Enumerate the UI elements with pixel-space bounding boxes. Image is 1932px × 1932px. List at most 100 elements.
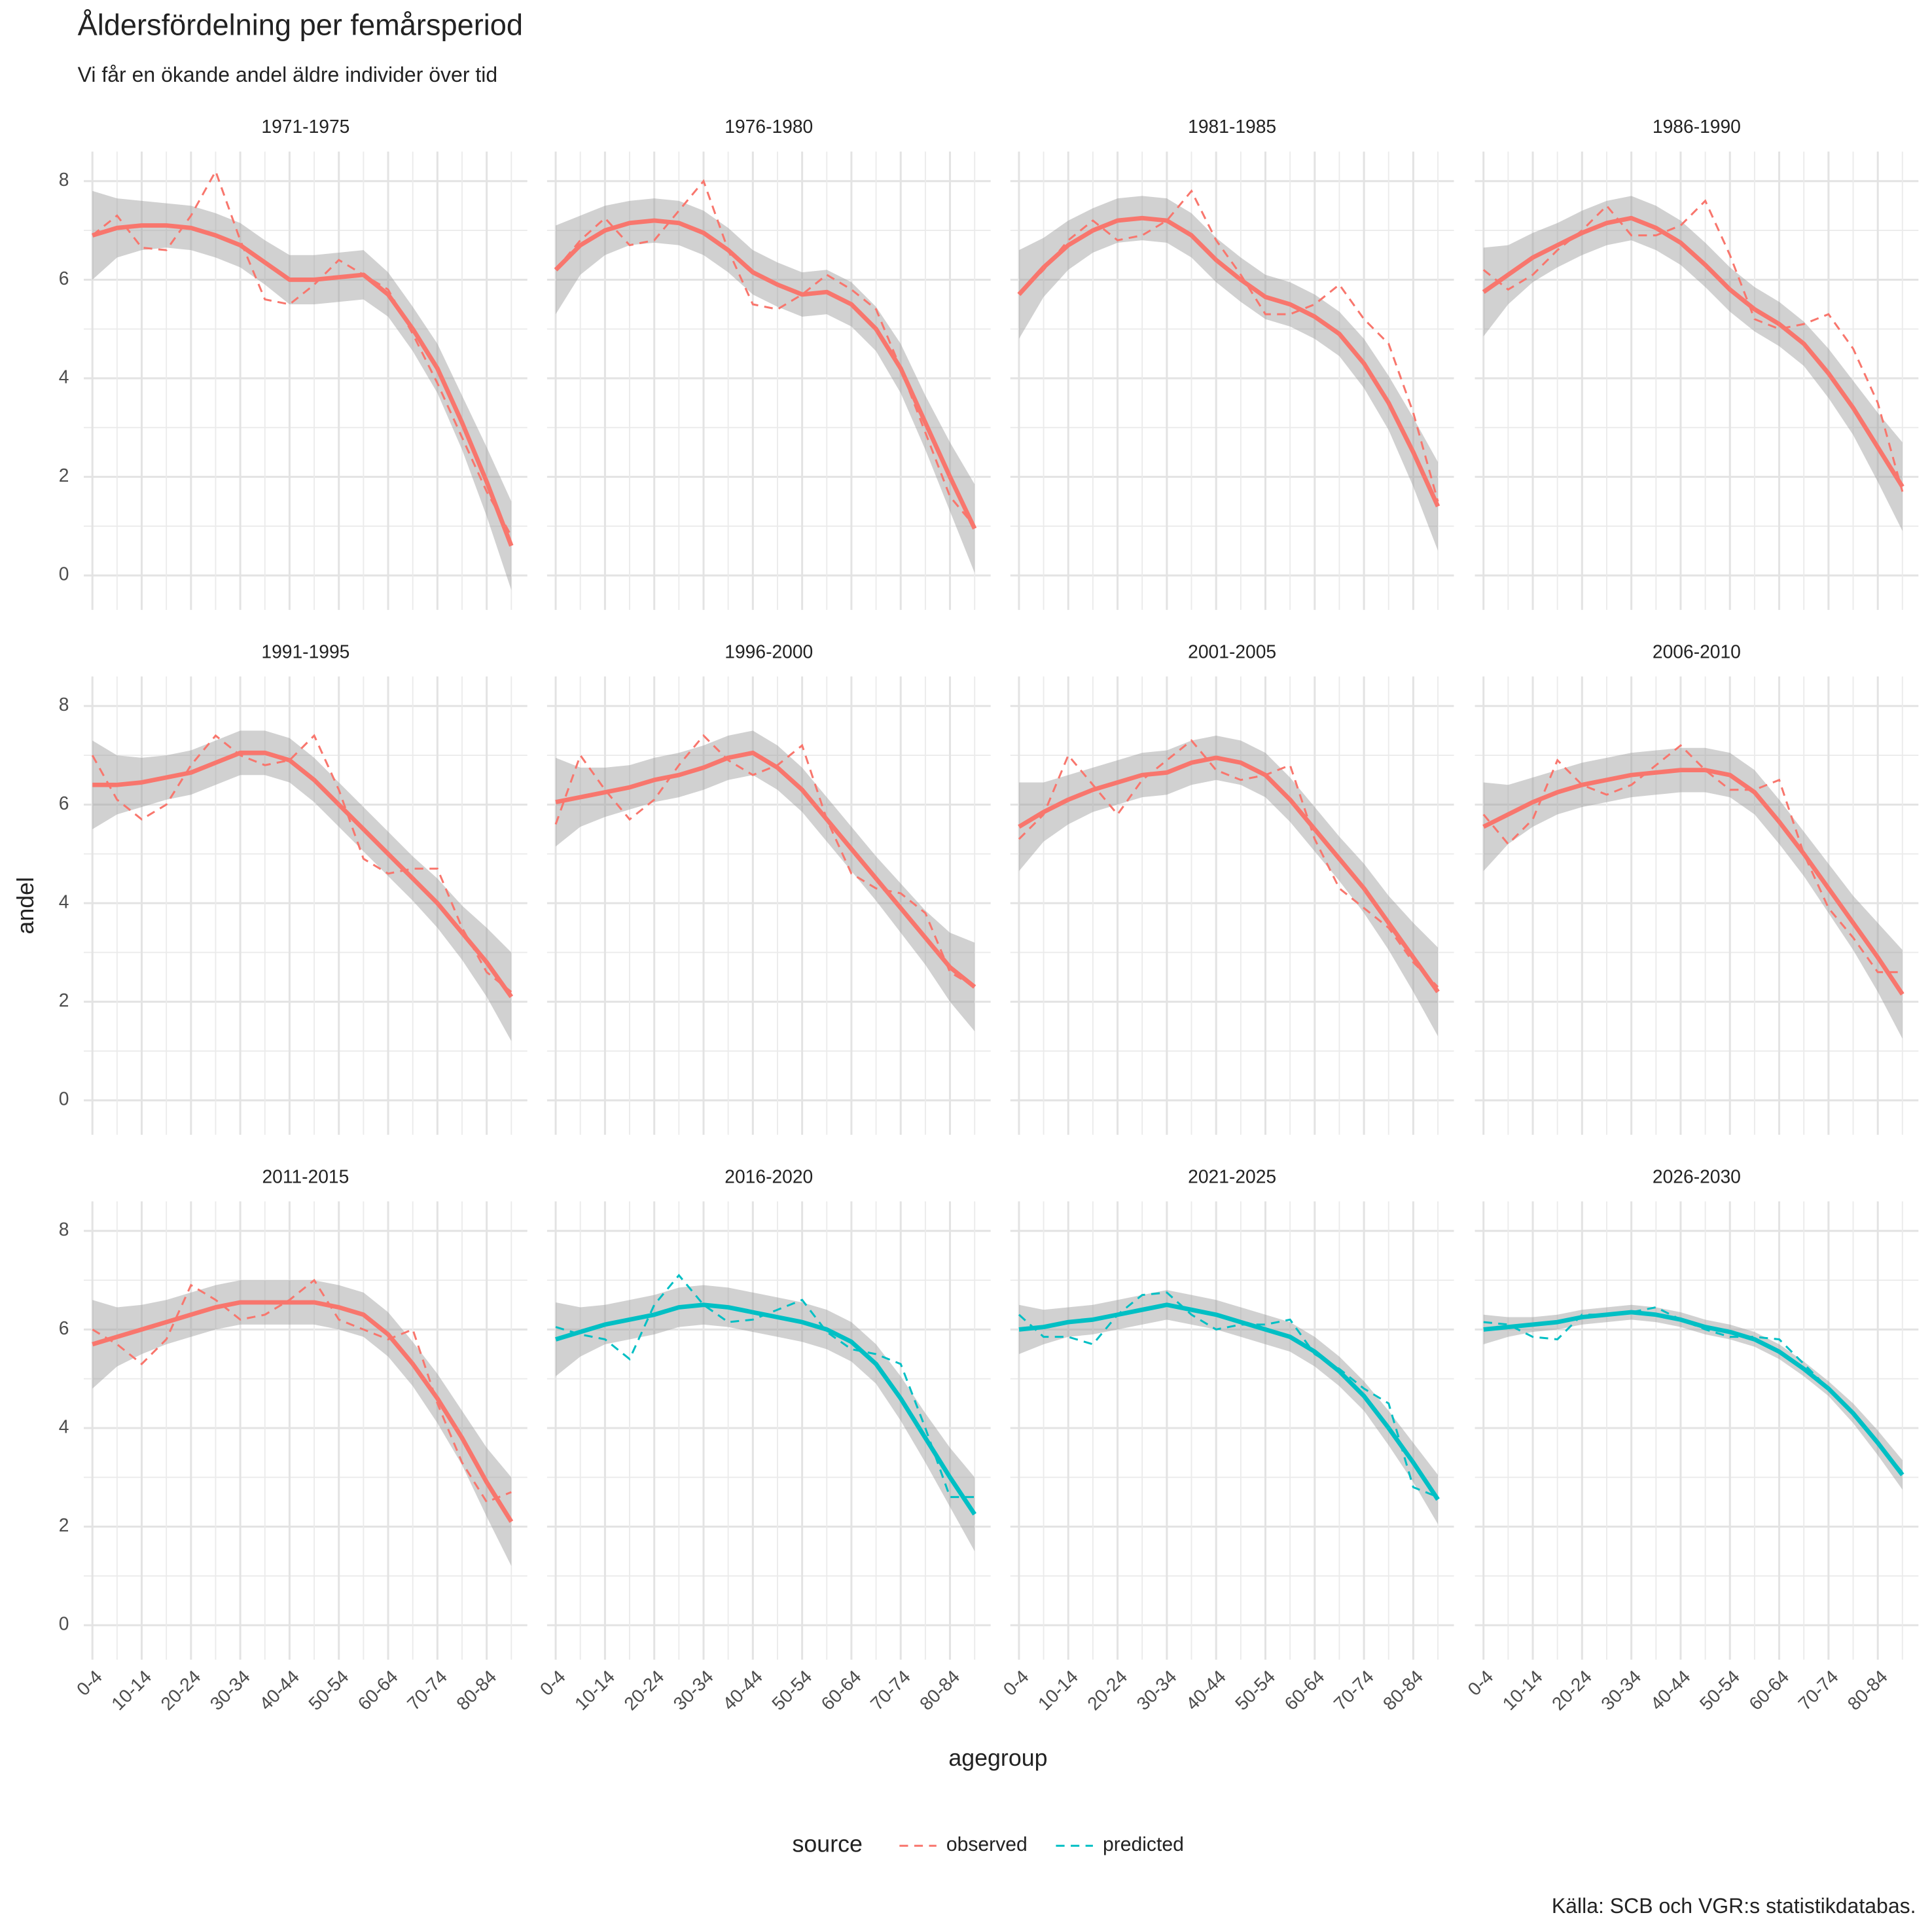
x-tick-label: 10-14 xyxy=(107,1666,156,1714)
x-tick-label: 70-74 xyxy=(402,1666,451,1714)
observed-line xyxy=(554,179,976,527)
y-tick-label: 8 xyxy=(59,1219,69,1240)
facet-title: 1981-1985 xyxy=(1188,116,1276,137)
x-tick-label: 0-4 xyxy=(535,1666,569,1699)
facet-title: 1991-1995 xyxy=(261,641,349,662)
facet-title: 2021-2025 xyxy=(1188,1166,1276,1187)
smooth-line xyxy=(92,1300,514,1523)
y-tick-label: 0 xyxy=(59,564,69,584)
smooth-line xyxy=(92,223,514,547)
facet-title: 2011-2015 xyxy=(262,1166,349,1187)
x-tick-label: 10-14 xyxy=(1498,1666,1547,1714)
y-tick-label: 2 xyxy=(59,465,69,486)
chart-subtitle: Vi får en ökande andel äldre individer ö… xyxy=(78,63,498,86)
x-axis-label: agegroup xyxy=(948,1745,1047,1771)
facet: 2006-2010 xyxy=(1475,641,1919,1135)
x-tick-label: 10-14 xyxy=(1033,1666,1082,1714)
y-tick-label: 2 xyxy=(59,1514,69,1535)
x-tick-label: 50-54 xyxy=(1231,1666,1279,1714)
facet-title: 1976-1980 xyxy=(724,116,813,137)
x-tick-label: 30-34 xyxy=(1597,1666,1645,1714)
x-tick-label: 50-54 xyxy=(1695,1666,1744,1714)
observed-line xyxy=(1483,1306,1903,1473)
facet: 1971-1975 0 2 4 6 8 xyxy=(59,116,528,610)
x-tick-label: 40-44 xyxy=(718,1666,766,1714)
facet: 2021-2025 0-4 10-14 20-24 30-34 40-44 50-54 60-… xyxy=(999,1166,1454,1714)
smooth-line xyxy=(92,750,514,999)
caption: Källa: SCB och VGR:s statistikdatabas. xyxy=(1552,1894,1916,1918)
x-tick-label: 70-74 xyxy=(866,1666,914,1714)
smooth-line xyxy=(1482,215,1905,488)
y-tick-label: 6 xyxy=(59,268,69,289)
y-tick-label: 8 xyxy=(59,169,69,190)
facet: 1981-1985 xyxy=(1010,116,1454,610)
x-tick-label: 60-64 xyxy=(353,1666,402,1714)
x-tick-label: 40-44 xyxy=(1646,1666,1694,1714)
x-tick-label: 30-34 xyxy=(669,1666,717,1714)
observed-line xyxy=(554,734,975,988)
x-tick-label: 70-74 xyxy=(1794,1666,1842,1714)
observed-line xyxy=(1018,739,1439,988)
facet-title: 2006-2010 xyxy=(1653,641,1741,662)
x-tick-label: 50-54 xyxy=(304,1666,353,1714)
smooth-line xyxy=(554,218,977,530)
x-tick-label: 30-34 xyxy=(206,1666,254,1714)
facet: 2011-2015 0 2 4 6 8 0-4 10-14 20-24 30-34 40-44 50-… xyxy=(59,1166,528,1714)
facet-title: 1971-1975 xyxy=(261,116,349,137)
confidence-band xyxy=(92,190,512,590)
facet: 1991-1995 0 2 4 6 8 xyxy=(59,641,528,1135)
facet-title: 2026-2030 xyxy=(1653,1166,1741,1187)
x-tick-label: 10-14 xyxy=(571,1666,619,1714)
y-tick-label: 4 xyxy=(59,891,69,912)
facet: 2016-2020 0-4 10-14 20-24 30-34 40-44 50-54 60-… xyxy=(535,1166,991,1714)
x-tick-label: 70-74 xyxy=(1329,1666,1378,1714)
smooth-line xyxy=(555,750,976,989)
confidence-band xyxy=(1018,1290,1439,1524)
facet-title: 1996-2000 xyxy=(724,641,813,662)
x-tick-label: 20-24 xyxy=(156,1666,205,1714)
confidence-band xyxy=(92,730,512,1041)
legend-label: predicted xyxy=(1103,1834,1184,1855)
smooth-line xyxy=(1018,755,1440,993)
y-tick-label: 6 xyxy=(59,793,69,814)
confidence-band xyxy=(556,1285,975,1552)
y-tick-label: 8 xyxy=(59,694,69,715)
x-tick-label: 20-24 xyxy=(620,1666,668,1714)
x-tick-label: 0-4 xyxy=(999,1666,1032,1699)
x-tick-label: 60-64 xyxy=(1280,1666,1329,1714)
confidence-band xyxy=(1483,196,1903,531)
y-tick-label: 0 xyxy=(59,1088,69,1109)
confidence-band xyxy=(1483,747,1903,1039)
facet: 1996-2000 xyxy=(546,641,991,1135)
observed-line xyxy=(1018,1291,1439,1498)
facet-title: 2001-2005 xyxy=(1188,641,1276,662)
confidence-band xyxy=(556,198,975,573)
facet: 1986-1990 xyxy=(1475,116,1919,610)
facet-title: 2016-2020 xyxy=(724,1166,813,1187)
smooth-line xyxy=(1017,215,1440,508)
observed-line xyxy=(91,734,512,993)
x-tick-label: 0-4 xyxy=(73,1666,106,1699)
confidence-band xyxy=(1018,196,1439,551)
smooth-line xyxy=(1483,1310,1905,1476)
x-tick-label: 40-44 xyxy=(255,1666,304,1714)
observed-line xyxy=(92,1278,512,1503)
smooth-line xyxy=(1482,768,1905,996)
facet-title: 1986-1990 xyxy=(1653,116,1741,137)
x-tick-label: 40-44 xyxy=(1181,1666,1230,1714)
observed-line xyxy=(1482,199,1904,492)
x-tick-label: 60-64 xyxy=(1745,1666,1793,1714)
chart-title: Åldersfördelning per femårsperiod xyxy=(78,8,523,41)
legend-title: source xyxy=(793,1831,863,1857)
y-tick-label: 4 xyxy=(59,1416,69,1437)
smooth-line xyxy=(555,1302,976,1516)
x-tick-label: 80-84 xyxy=(452,1666,501,1714)
confidence-band xyxy=(92,1280,512,1566)
confidence-band xyxy=(1018,735,1439,1037)
x-tick-label: 60-64 xyxy=(817,1666,865,1714)
x-tick-label: 80-84 xyxy=(916,1666,964,1714)
facet: 1976-1980 xyxy=(546,116,991,610)
y-tick-label: 6 xyxy=(59,1317,69,1338)
facet: 2001-2005 xyxy=(1010,641,1454,1135)
